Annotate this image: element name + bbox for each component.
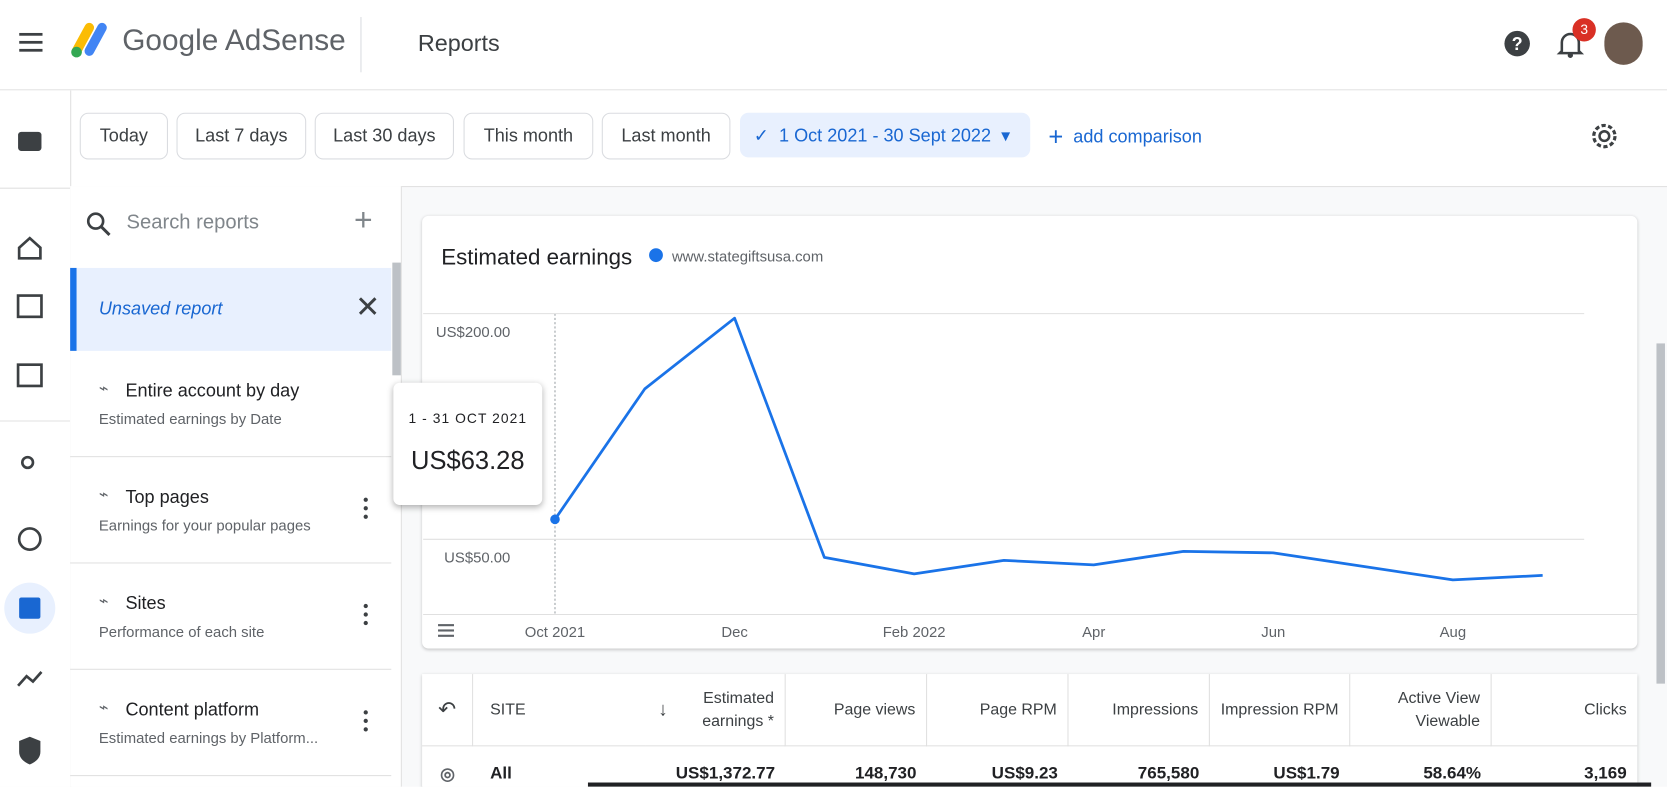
point <box>550 514 560 525</box>
column-header: Page RPM <box>927 674 1069 747</box>
date-filter[interactable]: Last 7 days <box>176 112 307 160</box>
report-subtitle: Estimated earnings by Date <box>98 410 282 428</box>
add-comparison-label: add comparison <box>1073 126 1202 147</box>
search-icon <box>86 212 111 237</box>
cell: 148,730 <box>854 764 917 783</box>
date-range-selector[interactable]: ✓ 1 Oct 2021 - 30 Sept 2022 ▾ <box>739 112 1031 158</box>
cell: 3,169 <box>1584 764 1627 783</box>
top-bar: Google AdSense Reports ? 3 <box>0 0 1667 91</box>
settings-button[interactable] <box>1589 121 1619 151</box>
help-button[interactable]: ? <box>1503 30 1531 58</box>
chart-title: Estimated earnings <box>441 245 632 270</box>
cell: US$1,372.77 <box>675 764 776 783</box>
notification-badge: 3 <box>1572 18 1596 42</box>
page-scrollbar <box>1656 343 1665 684</box>
nav-ads[interactable] <box>16 363 43 388</box>
side-nav <box>0 90 72 787</box>
menu-button[interactable] <box>19 32 43 53</box>
logo <box>71 22 107 58</box>
nav-video[interactable] <box>18 131 42 151</box>
sort-button: ↓ <box>645 674 681 747</box>
more-button[interactable] <box>363 603 368 630</box>
undo-button[interactable]: ↶ <box>422 674 474 747</box>
date-filter[interactable]: Last 30 days <box>314 112 454 160</box>
report-icon: ⌁ <box>98 379 109 398</box>
cell: US$1.79 <box>1273 764 1340 783</box>
table-toggle[interactable] <box>438 624 454 637</box>
report-icon: ⌁ <box>98 485 109 504</box>
tooltip: 1 - 31 OCT 2021 US$63.28 <box>393 382 543 506</box>
report-item[interactable]: ⌁ Sites Performance of each site <box>70 563 392 670</box>
cell: All <box>490 764 512 783</box>
x-tick-label: Feb 2022 <box>883 625 946 641</box>
add-comparison[interactable]: + add comparison <box>1048 123 1202 153</box>
bottom-bar <box>587 782 1652 787</box>
report-title: Top pages <box>125 486 209 508</box>
section-title: Reports <box>417 29 500 57</box>
report-title: Entire account by day <box>125 380 300 401</box>
nav-policy[interactable] <box>19 736 41 765</box>
more-button[interactable] <box>363 710 368 736</box>
active-report[interactable]: Unsaved report ✕ <box>70 267 392 351</box>
column-header: SITE <box>473 674 646 747</box>
column-header: Page views <box>785 674 928 747</box>
nav-blocking[interactable] <box>17 527 42 552</box>
x-tick-label: Jun <box>1261 625 1285 641</box>
report-icon: ⌁ <box>98 698 109 717</box>
x-tick-label: Apr <box>1082 625 1105 641</box>
column-header: Impressions <box>1068 674 1210 747</box>
x-tick-label: Dec <box>721 625 748 641</box>
date-filter[interactable]: This month <box>463 112 594 160</box>
brand: Google AdSense <box>122 23 346 57</box>
column-header: Active View Viewable <box>1350 674 1492 747</box>
tooltip-date: 1 - 31 OCT 2021 <box>408 410 528 427</box>
new-report-button[interactable]: + <box>354 203 373 239</box>
more-button[interactable] <box>363 497 368 524</box>
report-subtitle: Performance of each site <box>98 623 265 641</box>
cell: US$9.23 <box>991 764 1058 783</box>
report-subtitle: Earnings for your popular pages <box>98 516 311 534</box>
report-item[interactable]: ⌁ Entire account by day Estimated earnings… <box>70 351 392 458</box>
nav-privacy[interactable] <box>20 455 35 470</box>
avatar[interactable] <box>1604 22 1643 65</box>
legend-marker <box>649 248 663 263</box>
svg-text:?: ? <box>1512 34 1523 54</box>
date-filter[interactable]: Today <box>79 112 168 160</box>
active-report-title: Unsaved report <box>98 298 223 319</box>
nav-home[interactable] <box>17 236 42 260</box>
cell: 58.64% <box>1423 764 1482 783</box>
report-title: Sites <box>125 593 166 614</box>
close-button[interactable]: ✕ <box>355 290 381 324</box>
y-tick-label: US$200.00 <box>436 325 510 341</box>
column-header: Clicks <box>1491 674 1638 747</box>
divider <box>360 17 362 73</box>
report-icon: ⌁ <box>98 592 109 611</box>
series-line <box>553 316 1543 582</box>
report-subtitle: Estimated earnings by Platform... <box>98 729 319 747</box>
report-item[interactable]: ⌁ Content platform Estimated earnings by P… <box>70 670 392 777</box>
row-icon: ◎ <box>440 765 456 784</box>
chart: Estimated earnings US$50.00 US$200.00 Oct … <box>423 245 1638 641</box>
nav-optimization[interactable] <box>17 671 43 687</box>
tooltip-value: US$63.28 <box>411 446 525 476</box>
report-title: Content platform <box>125 699 260 720</box>
x-tick-label: Aug <box>1440 625 1466 641</box>
column-header: Estimated earnings * <box>680 674 786 747</box>
y-tick-label: US$50.00 <box>444 551 510 567</box>
search-input[interactable]: Search reports <box>126 211 260 234</box>
cell: 765,580 <box>1137 764 1200 783</box>
date-range: 1 Oct 2021 - 30 Sept 2022 <box>779 125 992 146</box>
report-item[interactable]: ⌁ Top pages Earnings for your popular page… <box>70 457 392 564</box>
nav-icons <box>0 131 71 765</box>
report-list: Search reports + Unsaved report ✕ ⌁ Entir… <box>70 186 402 787</box>
column-header: Impression RPM <box>1209 674 1351 747</box>
nav-sites[interactable] <box>16 294 43 319</box>
scrollbar <box>392 262 401 376</box>
date-filter[interactable]: Last month <box>601 112 731 160</box>
report-table: ↶ SITE ↓ Estimated earnings * Page views Page… <box>422 674 1638 787</box>
legend-label: www.stategiftsusa.com <box>671 250 823 266</box>
x-tick-label: Oct 2021 <box>525 625 585 641</box>
